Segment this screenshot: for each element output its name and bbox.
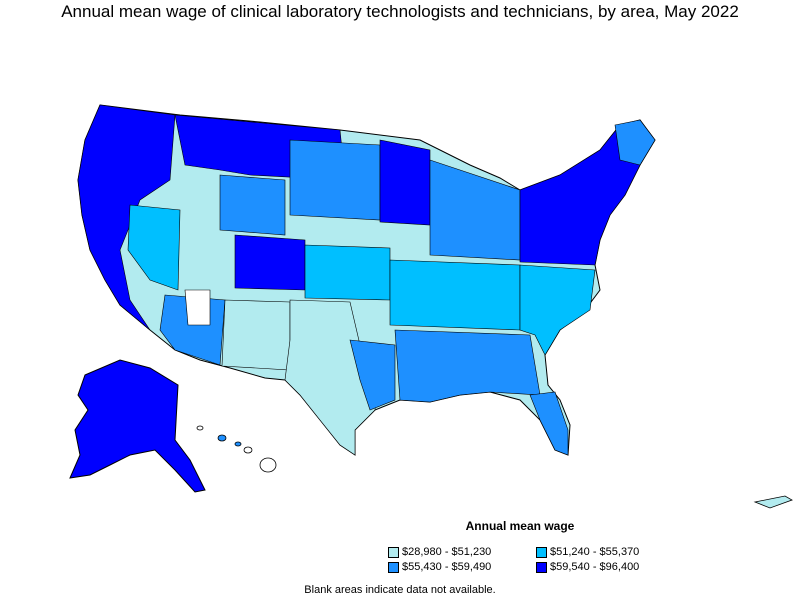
hawaii	[196, 425, 277, 473]
region-new-mexico	[221, 299, 291, 371]
region-mid-south	[389, 259, 521, 331]
puerto-rico	[753, 495, 793, 509]
region-new-england-north	[614, 119, 656, 166]
legend-label: $55,430 - $59,490	[402, 561, 492, 573]
legend-item-tier3: $55,430 - $59,490	[388, 561, 491, 573]
region-dakotas	[289, 139, 381, 221]
legend-item-tier1: $28,980 - $51,230	[388, 546, 491, 558]
alaska	[69, 359, 206, 493]
map-title: Annual mean wage of clinical laboratory …	[61, 2, 739, 21]
region-blank-area	[184, 289, 211, 326]
region-great-lakes	[429, 159, 521, 261]
legend-label: $59,540 - $96,400	[550, 561, 640, 573]
region-southeast	[519, 264, 596, 356]
region-wyoming	[219, 174, 286, 236]
footnote: Blank areas indicate data not available.	[304, 584, 496, 596]
legend-label: $51,240 - $55,370	[550, 546, 640, 558]
legend-swatch	[388, 546, 399, 558]
region-nevada	[127, 204, 181, 291]
region-west-coast	[77, 104, 176, 331]
legend-swatch	[388, 561, 399, 573]
region-colorado	[234, 234, 306, 291]
region-minnesota	[379, 139, 431, 226]
legend-label: $28,980 - $51,230	[402, 546, 492, 558]
legend-swatch	[536, 546, 547, 558]
region-texas-east	[349, 339, 396, 411]
region-central-plains	[304, 244, 391, 301]
region-deep-south	[394, 329, 541, 403]
legend-item-tier4: $59,540 - $96,400	[536, 561, 639, 573]
legend-swatch	[536, 561, 547, 573]
legend-item-tier2: $51,240 - $55,370	[536, 546, 639, 558]
region-florida	[529, 391, 569, 456]
legend-title: Annual mean wage	[465, 519, 575, 533]
